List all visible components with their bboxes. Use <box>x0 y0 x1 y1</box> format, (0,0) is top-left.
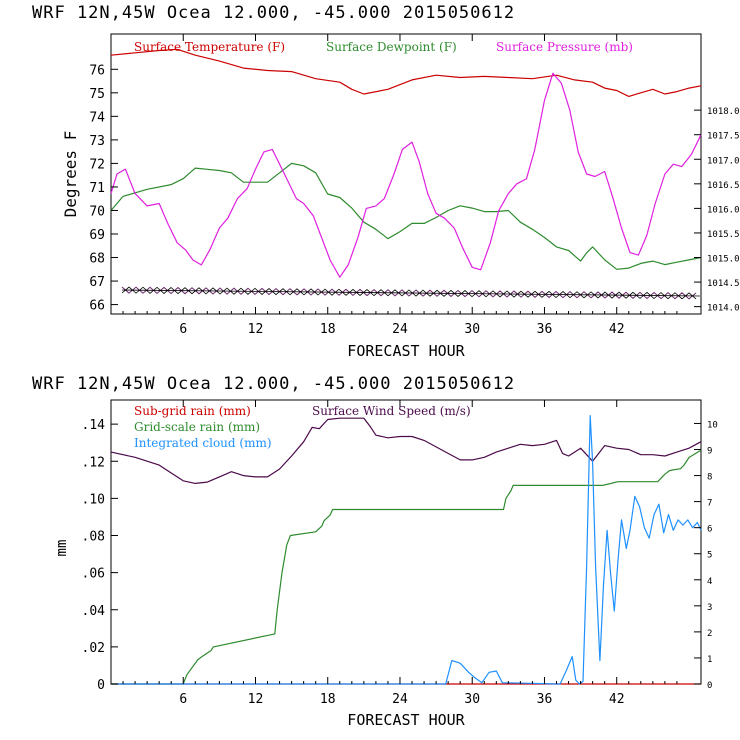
y2-tick-label: 1016.5 <box>707 181 740 191</box>
y-tick-label: 70 <box>89 204 105 219</box>
x-tick-label: 12 <box>248 692 264 707</box>
x-tick-label: 30 <box>464 322 480 337</box>
y2-tick-label: 4 <box>707 577 712 587</box>
y-tick-label: 74 <box>89 110 105 125</box>
y2-tick-label: 1018.0 <box>707 107 740 117</box>
y2-tick-label: 0 <box>707 681 712 691</box>
y-tick-label: 73 <box>89 134 105 149</box>
zigzag-stroke <box>121 286 697 300</box>
x-tick-label: 30 <box>464 692 480 707</box>
x-tick-label: 42 <box>609 322 625 337</box>
x-tick-label: 36 <box>537 322 553 337</box>
legend-integrated-cloud: Integrated cloud (mm) <box>134 436 272 450</box>
chart1-xlabel: FORECAST HOUR <box>347 342 465 360</box>
y2-tick-label: 1014.0 <box>707 304 740 314</box>
integrated-cloud-line <box>111 415 702 685</box>
legend-surface-wind-speed: Surface Wind Speed (m/s) <box>312 404 471 418</box>
y2-tick-label: 3 <box>707 603 712 613</box>
surface-pressure-line <box>110 72 702 278</box>
y2-tick-label: 5 <box>707 551 712 561</box>
y2-tick-label: 1014.5 <box>707 279 740 289</box>
y-tick-label: 68 <box>89 252 105 267</box>
legend-grid-scale-rain: Grid-scale rain (mm) <box>134 420 260 434</box>
y2-tick-label: 8 <box>707 473 712 483</box>
y2-tick-label: 1015.5 <box>707 230 740 240</box>
x-tick-label: 42 <box>609 692 625 707</box>
x-tick-label: 24 <box>392 322 408 337</box>
chart1-zigzag-band <box>121 286 701 300</box>
x-tick-label: 12 <box>248 322 264 337</box>
y2-tick-label: 1015.0 <box>707 255 740 265</box>
y2-tick-label: 1017.0 <box>707 156 740 166</box>
y-tick-label: .12 <box>82 455 105 470</box>
legend-surface-temperature: Surface Temperature (F) <box>134 40 285 54</box>
chart1-title: WRF 12N,45W Ocea 12.000, -45.000 2015050… <box>32 3 515 23</box>
y-tick-label: 69 <box>89 228 105 243</box>
legend-surface-dewpoint: Surface Dewpoint (F) <box>326 40 457 54</box>
chart1-plot-frame <box>110 33 702 315</box>
legend-sub-grid-rain: Sub-grid rain (mm) <box>134 404 251 418</box>
y-tick-label: .14 <box>82 418 106 433</box>
x-tick-label: 18 <box>320 692 336 707</box>
y-tick-label: 71 <box>89 181 105 196</box>
y-tick-label: 76 <box>89 63 105 78</box>
y-tick-label: 66 <box>89 299 105 314</box>
chart2-xlabel: FORECAST HOUR <box>347 711 465 729</box>
chart1-ylabel: Degrees F <box>61 131 80 218</box>
x-tick-label: 6 <box>179 322 187 337</box>
temperature-pressure-chart: WRF 12N,45W Ocea 12.000, -45.000 2015050… <box>32 3 740 360</box>
chart2-title: WRF 12N,45W Ocea 12.000, -45.000 2015050… <box>32 374 515 394</box>
y2-tick-label: 1 <box>707 655 712 665</box>
y-tick-label: .02 <box>82 641 105 656</box>
x-tick-label: 18 <box>320 322 336 337</box>
y-tick-label: 75 <box>89 87 105 102</box>
y2-tick-label: 9 <box>707 447 712 457</box>
y-tick-label: 67 <box>89 275 105 290</box>
y2-tick-label: 1016.0 <box>707 205 740 215</box>
y-tick-label: .08 <box>82 530 105 545</box>
legend-surface-pressure: Surface Pressure (mb) <box>496 40 633 54</box>
y-tick-label: 0 <box>97 678 105 693</box>
chart2-ylabel: mm <box>54 540 70 557</box>
x-tick-label: 24 <box>392 692 408 707</box>
surface-temperature-line <box>110 48 702 98</box>
x-tick-label: 36 <box>537 692 553 707</box>
surface-dewpoint-line <box>110 162 702 270</box>
x-tick-label: 6 <box>179 692 187 707</box>
y-tick-label: 72 <box>89 157 105 172</box>
y2-tick-label: 10 <box>707 420 718 430</box>
zigzag-baseline <box>121 289 701 297</box>
y2-tick-label: 6 <box>707 525 712 535</box>
zigzag-stroke <box>121 286 697 300</box>
y2-tick-label: 7 <box>707 499 712 509</box>
y2-tick-label: 2 <box>707 629 712 639</box>
rain-wind-chart: WRF 12N,45W Ocea 12.000, -45.000 2015050… <box>32 374 718 729</box>
y-tick-label: .04 <box>82 604 106 619</box>
surface-wind-speed-line <box>110 417 702 484</box>
y-tick-label: .10 <box>82 492 105 507</box>
y2-tick-label: 1017.5 <box>707 132 740 142</box>
y-tick-label: .06 <box>82 567 105 582</box>
grid-scale-rain-line <box>111 449 702 685</box>
